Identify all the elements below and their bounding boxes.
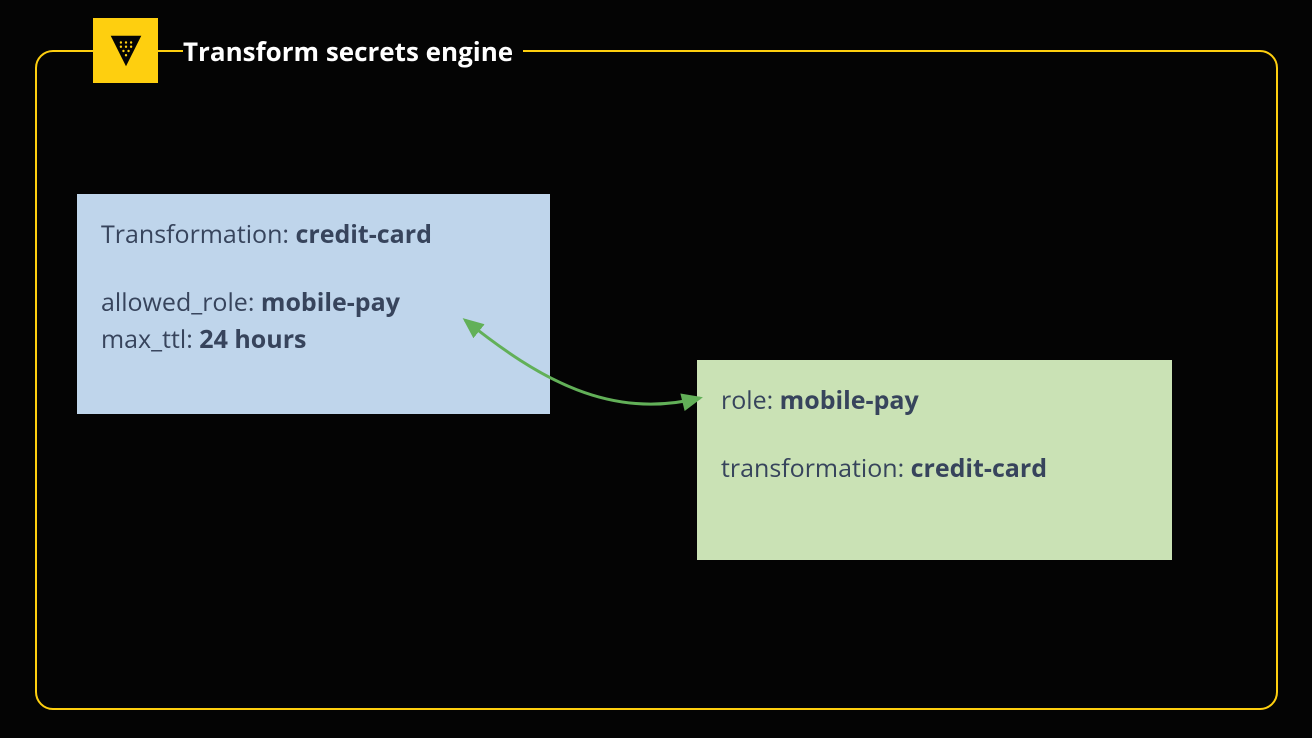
diagram-title: Transform secrets engine	[183, 33, 523, 69]
value: credit-card	[911, 451, 1047, 485]
max-ttl-line: max_ttl: 24 hours	[101, 321, 526, 359]
role-box: role: mobile-pay transformation: credit-…	[697, 360, 1172, 560]
vault-triangle-icon	[109, 34, 143, 68]
vault-logo-badge	[93, 18, 158, 83]
label: max_ttl:	[101, 322, 199, 356]
spacer	[101, 254, 526, 284]
spacer	[721, 420, 1148, 450]
value: mobile-pay	[780, 383, 919, 417]
label: allowed_role:	[101, 285, 261, 319]
transformation-box: Transformation: credit-card allowed_role…	[77, 194, 550, 414]
transformation-line: Transformation: credit-card	[101, 216, 526, 254]
label: transformation:	[721, 451, 911, 485]
value: 24 hours	[199, 322, 306, 356]
value: mobile-pay	[261, 285, 400, 319]
label: Transformation:	[101, 217, 295, 251]
label: role:	[721, 383, 780, 417]
allowed-role-line: allowed_role: mobile-pay	[101, 284, 526, 322]
role-transformation-line: transformation: credit-card	[721, 450, 1148, 488]
role-line: role: mobile-pay	[721, 382, 1148, 420]
value: credit-card	[295, 217, 431, 251]
